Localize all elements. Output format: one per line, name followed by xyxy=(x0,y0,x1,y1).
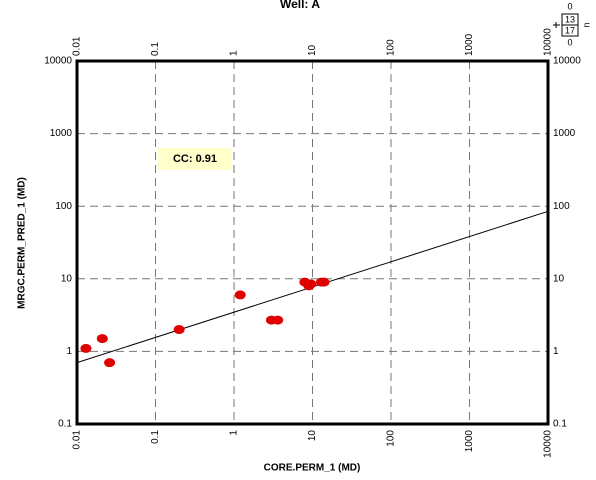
point xyxy=(305,279,317,289)
y-tick-label: 10 xyxy=(553,273,565,284)
count-box xyxy=(561,24,579,37)
x-tick-label: 100 xyxy=(386,39,397,56)
point xyxy=(104,358,116,368)
chart-title: Well: A xyxy=(280,0,320,11)
y-axis-label: MRGC.PERM_PRED_1 (MD) xyxy=(17,177,28,309)
point xyxy=(234,290,246,300)
y-tick-label: 0.1 xyxy=(553,419,567,430)
plot-frame xyxy=(75,59,550,426)
y-tick-label: 1000 xyxy=(553,128,576,139)
count-bottom: 0 xyxy=(567,37,572,47)
x-tick-label: 0.1 xyxy=(150,430,161,444)
y-tick-label: 0.1 xyxy=(58,419,72,430)
annotation: CC: 0.91 xyxy=(173,153,217,165)
x-tick-label: 0.1 xyxy=(150,42,161,56)
x-tick-label: 100 xyxy=(386,430,397,447)
count-value: 13 xyxy=(565,14,575,24)
point xyxy=(80,343,92,353)
x-tick-label: 10 xyxy=(307,44,318,56)
x-tick-label: 1000 xyxy=(464,33,475,56)
y-tick-label: 100 xyxy=(553,201,570,212)
y-tick-label: 10000 xyxy=(553,56,581,67)
y-tick-label: 1 xyxy=(66,346,72,357)
y-tick-label: 1 xyxy=(553,346,559,357)
x-tick-label: 10000 xyxy=(543,430,554,458)
count-label: n xyxy=(581,22,591,27)
x-tick-label: 0.01 xyxy=(72,36,83,56)
y-tick-label: 1000 xyxy=(50,128,73,139)
x-tick-label: 1 xyxy=(229,50,240,56)
point xyxy=(96,334,108,344)
annotation-box xyxy=(158,148,232,170)
count-top: 0 xyxy=(567,1,572,11)
y-tick-label: 100 xyxy=(55,201,72,212)
y-tick-label: 10 xyxy=(61,273,73,284)
x-tick-label: 1 xyxy=(229,430,240,436)
point xyxy=(173,325,185,335)
y-tick-label: 10000 xyxy=(44,56,72,67)
count-value: 17 xyxy=(565,25,575,35)
x-tick-label: 1000 xyxy=(464,430,475,453)
x-tick-label: 0.01 xyxy=(72,430,83,450)
x-tick-label: 10 xyxy=(307,430,318,442)
point xyxy=(272,315,284,325)
x-axis-label: CORE.PERM_1 (MD) xyxy=(264,463,361,474)
point xyxy=(318,277,330,287)
x-tick-label: 10000 xyxy=(543,28,554,56)
